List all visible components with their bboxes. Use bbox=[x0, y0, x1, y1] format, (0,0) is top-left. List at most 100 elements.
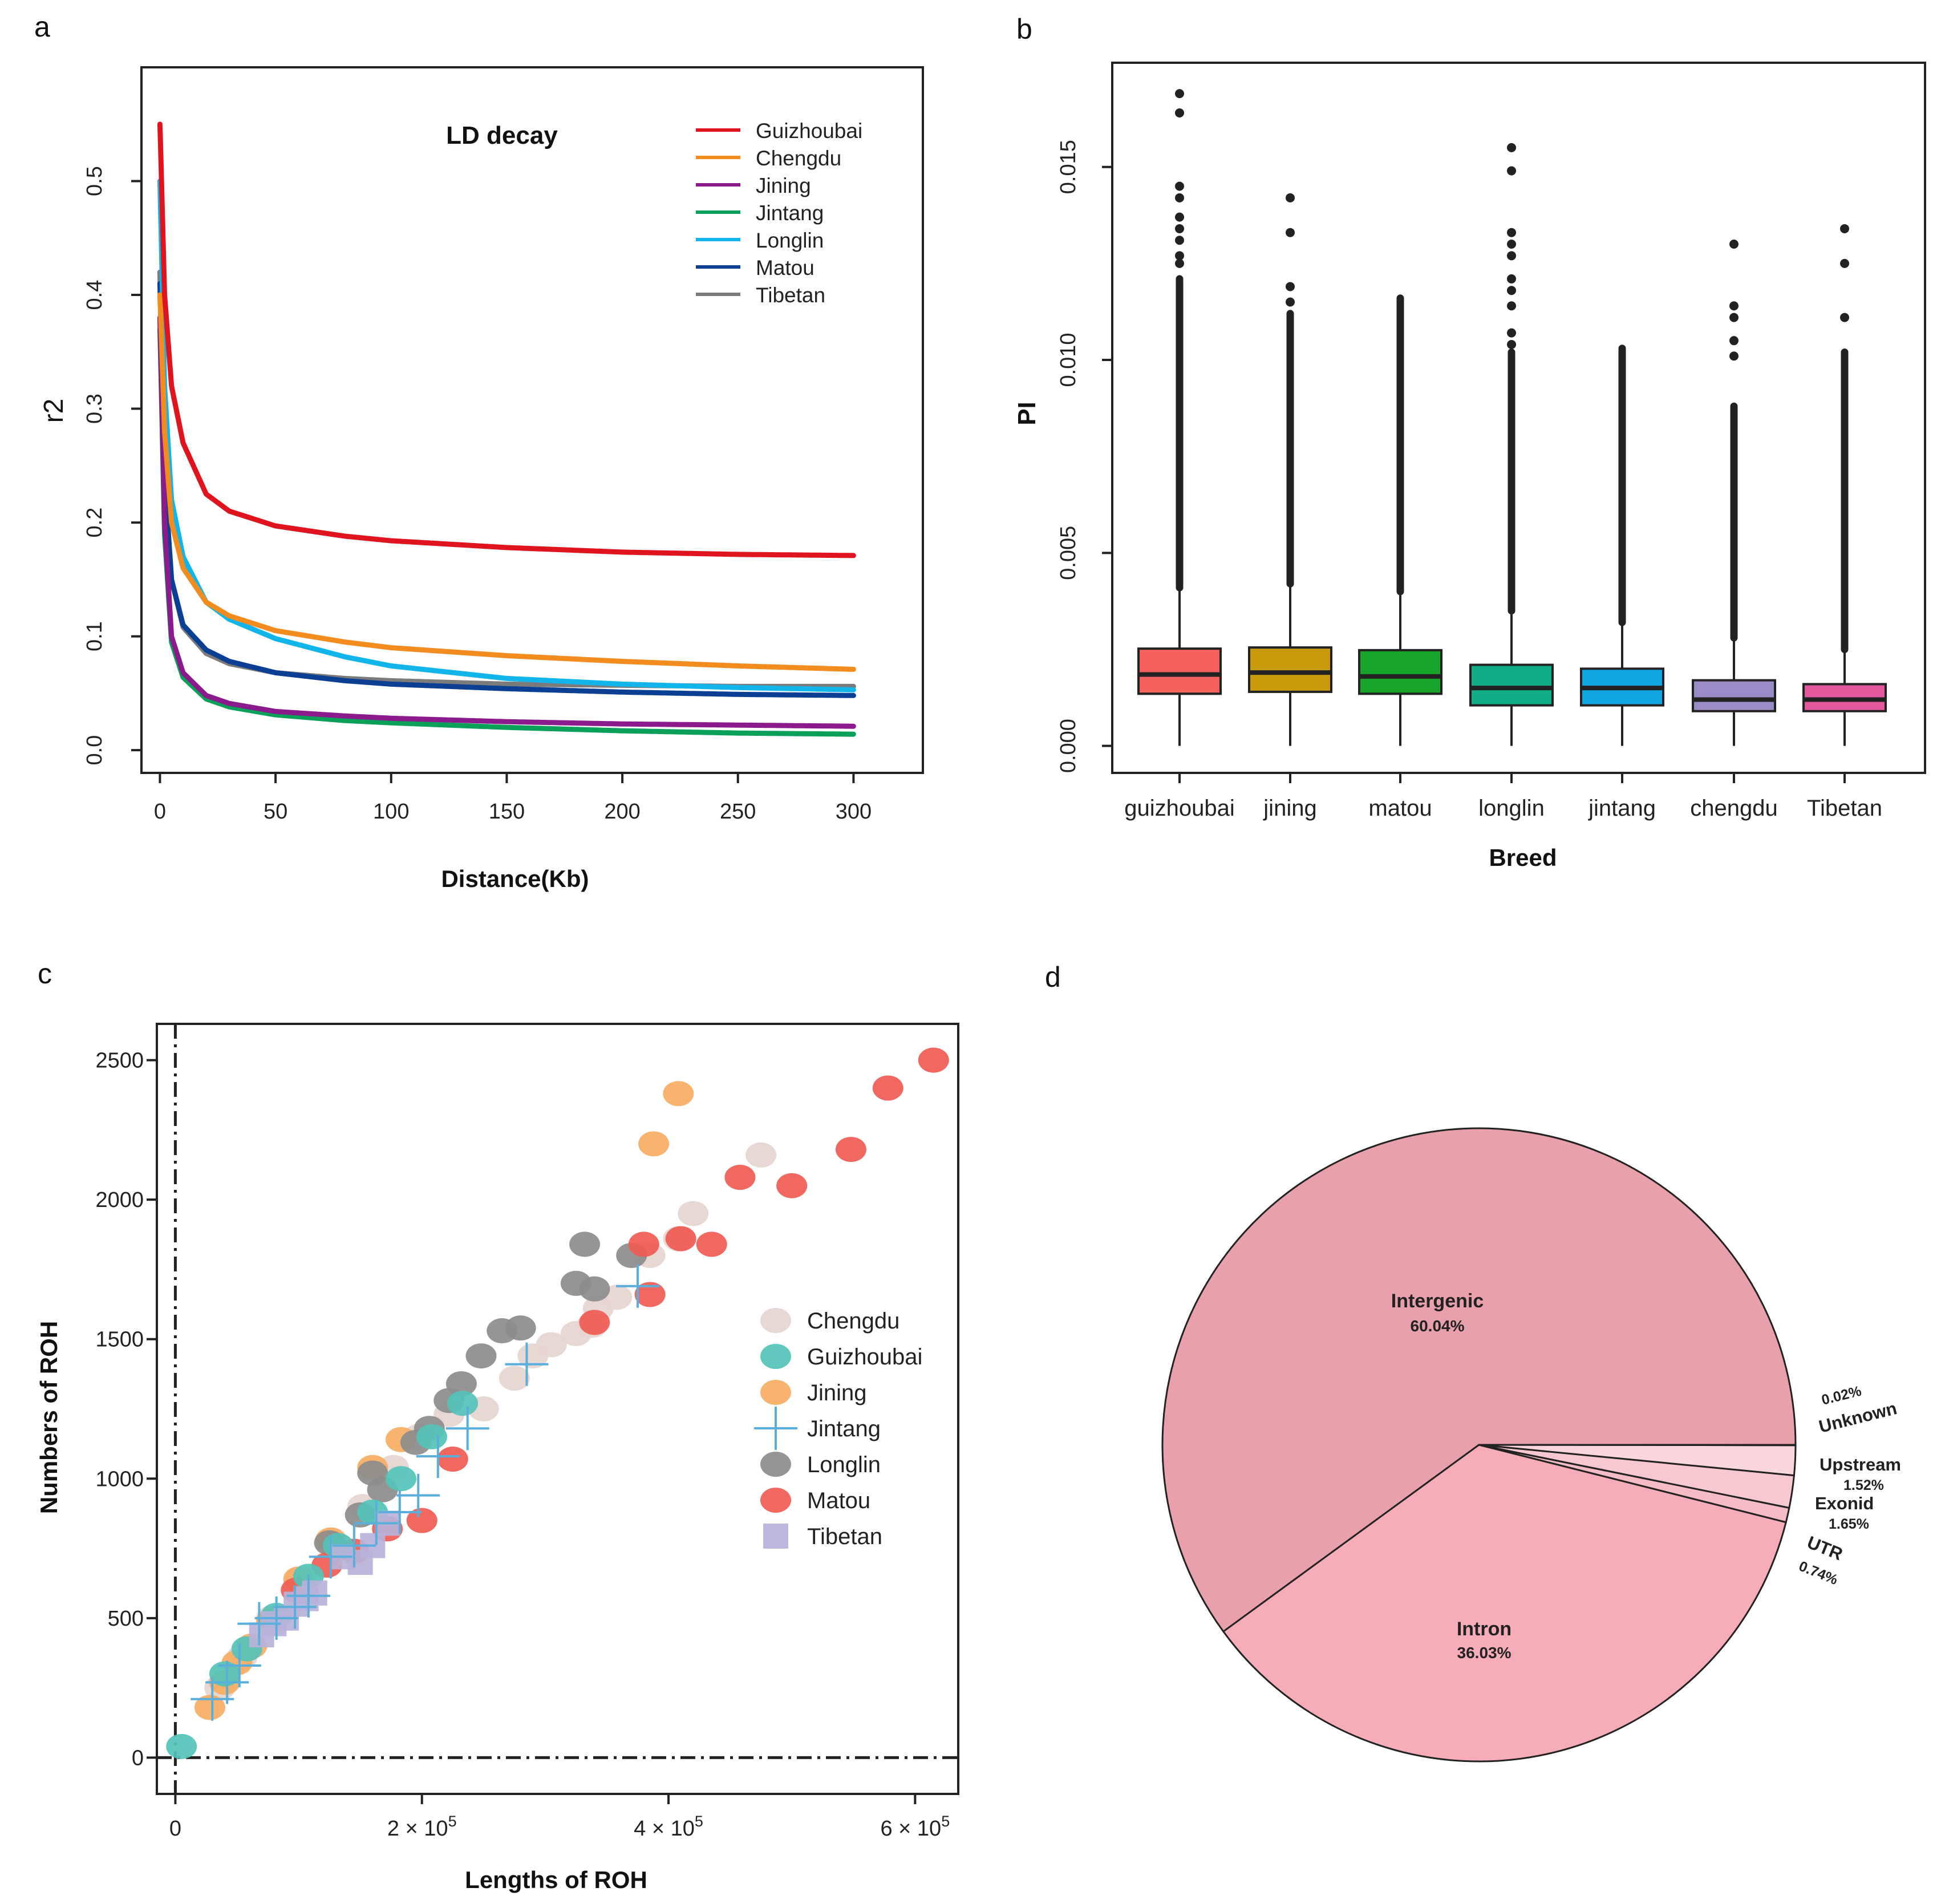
point-chengdu bbox=[536, 1332, 567, 1358]
panel-label-a: a bbox=[34, 11, 50, 43]
outlier-point-longlin bbox=[1507, 166, 1516, 176]
panel-label-c: c bbox=[38, 958, 52, 990]
x-tick-label-base: 6 × 10 bbox=[880, 1817, 941, 1841]
outlier-point-longlin bbox=[1507, 328, 1516, 338]
point-matou bbox=[665, 1226, 696, 1251]
point-matou bbox=[634, 1282, 666, 1307]
legend-label-guizhoubai: Guizhoubai bbox=[807, 1344, 922, 1370]
slice-name-intergenic: Intergenic bbox=[1391, 1290, 1484, 1312]
y-tick-label: 0.000 bbox=[1056, 719, 1080, 773]
point-jintang bbox=[332, 1524, 376, 1567]
point-jining bbox=[194, 1695, 225, 1720]
pie-slice-intergenic bbox=[1161, 1127, 1797, 1633]
slice-name-utr: UTR bbox=[1804, 1532, 1845, 1564]
point-jintang bbox=[616, 1264, 659, 1308]
y-tick-label: 0.2 bbox=[83, 508, 107, 538]
x-tick-label: 50 bbox=[264, 800, 287, 824]
slice-value-exonid: 1.65% bbox=[1829, 1516, 1869, 1532]
legend-label-jintang: Jintang bbox=[756, 201, 824, 225]
x-tick-label: 300 bbox=[836, 800, 872, 824]
outlier-point-guizhoubai bbox=[1175, 224, 1184, 233]
x-tick-label: 2 × 105 bbox=[387, 1813, 457, 1841]
slice-value-upstream: 1.52% bbox=[1843, 1477, 1884, 1493]
outlier-point-longlin bbox=[1507, 339, 1516, 349]
point-matou bbox=[776, 1173, 808, 1198]
legend-label-tibetan: Tibetan bbox=[807, 1524, 882, 1549]
outlier-point-longlin bbox=[1507, 274, 1516, 283]
x-tick-label: 4 × 105 bbox=[634, 1813, 703, 1841]
outlier-point-jining bbox=[1286, 282, 1295, 291]
x-tick-label-base: 4 × 10 bbox=[634, 1817, 695, 1841]
outlier-point-longlin bbox=[1507, 143, 1516, 152]
point-guizhoubai bbox=[385, 1466, 416, 1492]
x-tick-label-matou: matou bbox=[1368, 796, 1432, 821]
series-line-guizhoubai bbox=[157, 121, 856, 558]
outlier-point-longlin bbox=[1507, 286, 1516, 295]
slice-name-intron: Intron bbox=[1457, 1618, 1512, 1640]
outlier-point-chengdu bbox=[1729, 351, 1739, 361]
point-longlin bbox=[505, 1315, 536, 1341]
x-tick-label: 0 bbox=[154, 800, 166, 824]
point-jining bbox=[638, 1131, 670, 1157]
legend-label-chengdu: Chengdu bbox=[756, 147, 841, 170]
outlier-point-guizhoubai bbox=[1175, 251, 1184, 261]
x-tick-label: 200 bbox=[604, 800, 640, 824]
point-jintang bbox=[378, 1490, 422, 1534]
x-tick-label: 150 bbox=[489, 800, 525, 824]
y-axis-label: r2 bbox=[39, 399, 69, 423]
point-matou bbox=[872, 1075, 903, 1101]
panel-b-pi-boxplot: 0.000 0.005 0.010 0.015 PI Breed guizhoubai jin… bbox=[1013, 62, 1926, 871]
legend-label-longlin: Longlin bbox=[807, 1452, 881, 1477]
x-axis-label: Distance(Kb) bbox=[441, 865, 589, 892]
outlier-point-longlin bbox=[1507, 251, 1516, 261]
panel-a-ld-decay-chart: 0 50 100 150 200 250 300 0.0 0.1 0.2 0.3 0.4 0.5 Dist… bbox=[39, 66, 924, 892]
plot-frame bbox=[156, 1023, 959, 1795]
point-chengdu bbox=[499, 1366, 530, 1391]
y-tick-label: 500 bbox=[108, 1607, 144, 1631]
outlier-point-guizhoubai bbox=[1175, 236, 1184, 245]
point-guizhoubai bbox=[447, 1391, 479, 1416]
legend-label-jining: Jining bbox=[756, 174, 811, 197]
outlier-point-longlin bbox=[1507, 301, 1516, 311]
slice-value-intergenic: 60.04% bbox=[1411, 1317, 1465, 1335]
y-tick-label: 0.015 bbox=[1056, 140, 1080, 194]
legend-marker-jintang bbox=[754, 1407, 797, 1450]
x-tick-label-guizhoubai: guizhoubai bbox=[1124, 796, 1235, 821]
outlier-point-guizhoubai bbox=[1175, 212, 1184, 222]
x-tick-label-base: 0 bbox=[169, 1817, 181, 1841]
y-axis-label: Numbers of ROH bbox=[35, 1321, 62, 1514]
slice-value-intron: 36.03% bbox=[1457, 1644, 1512, 1662]
outlier-point-chengdu bbox=[1729, 313, 1739, 322]
point-jintang bbox=[505, 1342, 549, 1386]
point-matou bbox=[406, 1508, 437, 1533]
x-axis-label: Breed bbox=[1489, 844, 1557, 871]
point-jintang bbox=[237, 1602, 281, 1646]
box-longlin bbox=[1469, 663, 1554, 707]
point-jintang bbox=[416, 1435, 460, 1478]
box-guizhoubai bbox=[1137, 647, 1222, 695]
point-matou bbox=[918, 1047, 949, 1073]
legend-label-matou: Matou bbox=[807, 1488, 870, 1513]
outlier-point-tibetan bbox=[1840, 224, 1849, 233]
legend-label-longlin: Longlin bbox=[756, 229, 824, 252]
slice-value-unknown: 0.02% bbox=[1820, 1383, 1863, 1408]
series-line-chengdu bbox=[157, 292, 856, 672]
point-jintang bbox=[445, 1407, 489, 1451]
legend-label-chengdu: Chengdu bbox=[807, 1309, 899, 1334]
x-tick-label: 250 bbox=[720, 800, 756, 824]
y-tick-label: 0.010 bbox=[1056, 333, 1080, 387]
x-axis-label: Lengths of ROH bbox=[465, 1866, 647, 1893]
point-longlin bbox=[465, 1343, 497, 1369]
series-line-jintang bbox=[157, 326, 856, 737]
x-tick-label-exponent: 5 bbox=[695, 1813, 703, 1830]
outlier-point-longlin bbox=[1507, 228, 1516, 237]
outlier-point-guizhoubai bbox=[1175, 193, 1184, 202]
point-jining bbox=[663, 1081, 694, 1107]
panel-label-b: b bbox=[1016, 13, 1032, 45]
legend-label-guizhoubai: Guizhoubai bbox=[756, 119, 862, 143]
legend-marker-jining bbox=[760, 1380, 791, 1405]
point-jintang bbox=[354, 1501, 398, 1545]
chart-title: LD decay bbox=[446, 121, 558, 149]
outlier-point-chengdu bbox=[1729, 336, 1739, 346]
